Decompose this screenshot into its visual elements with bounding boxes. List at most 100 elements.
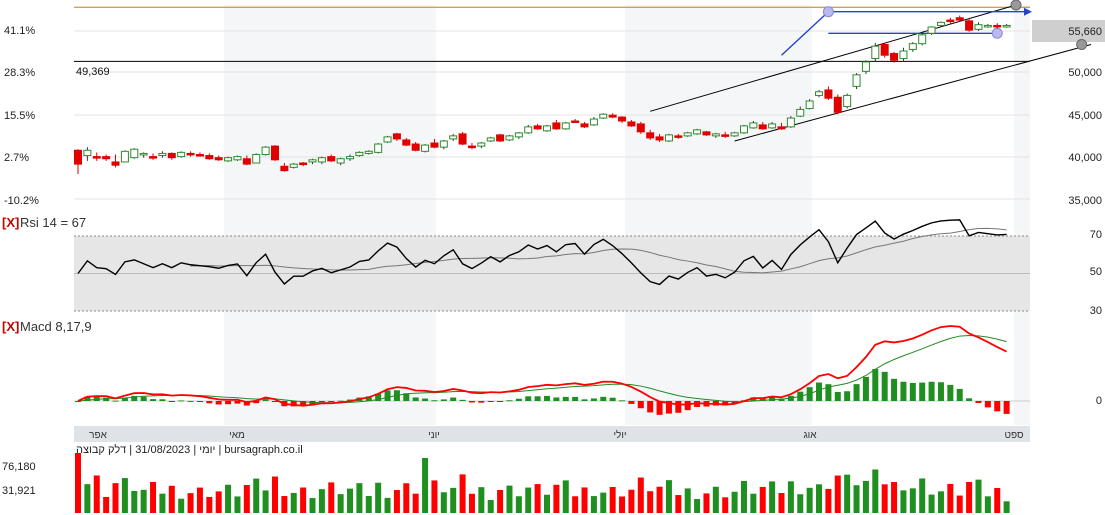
candle-body <box>786 117 795 128</box>
volume-bar <box>112 483 119 513</box>
volume-bar <box>562 480 569 513</box>
candle-body <box>965 20 974 31</box>
volume-bar <box>262 490 269 513</box>
price-label: 55,660 <box>1068 26 1102 38</box>
volume-bar <box>740 480 747 513</box>
macd-histogram-bar <box>722 401 729 406</box>
candle-body <box>524 126 533 134</box>
volume-bar <box>665 480 672 513</box>
rsi-close-button[interactable]: [X] <box>2 215 19 230</box>
volume-bar <box>816 484 823 513</box>
candle-body <box>242 158 251 165</box>
pct-axis: 41.1% 28.3% 15.5% 2.7% -10.2% <box>4 25 39 207</box>
candle-body <box>739 125 748 134</box>
volume-bar <box>731 491 738 513</box>
macd-histogram-bar <box>168 401 175 402</box>
volume-bar <box>778 493 785 513</box>
candle-body <box>111 161 120 166</box>
volume-bar <box>722 497 729 513</box>
volume-bar <box>93 475 100 513</box>
candle-body <box>589 118 598 126</box>
candle-body <box>946 19 955 23</box>
volume-label: 31,921 <box>2 485 36 497</box>
candle-body <box>74 149 82 165</box>
macd-histogram-bar <box>759 398 766 401</box>
candle-body <box>327 156 336 162</box>
volume-bar <box>150 481 157 513</box>
month-label: מאי <box>229 430 245 441</box>
volume-bar <box>797 494 804 513</box>
macd-histogram-bar <box>675 401 682 413</box>
macd-histogram-bar <box>590 398 597 401</box>
price-axis: 55,660 50,000 45,000 40,000 35,000 <box>1032 20 1105 207</box>
macd-histogram-bar <box>684 401 691 411</box>
volume-bar <box>478 487 485 513</box>
macd-histogram-bar <box>900 381 907 401</box>
candle-body <box>693 129 702 135</box>
volume-bar <box>318 489 325 513</box>
month-label: אפר <box>89 430 107 441</box>
candle-body <box>843 94 852 108</box>
candle-body <box>355 151 364 157</box>
candle-body <box>102 156 111 160</box>
macd-histogram-bar <box>300 401 307 406</box>
volume-bar <box>290 493 297 513</box>
macd-histogram-bar <box>834 392 841 401</box>
candle-body <box>571 120 580 123</box>
candle-body <box>871 45 880 60</box>
volume-bar <box>347 488 354 513</box>
macd-histogram-bar <box>853 384 860 401</box>
volume-bar <box>168 485 175 513</box>
macd-histogram-bar <box>290 401 297 407</box>
price-gridlines <box>74 6 1030 200</box>
candle-body <box>467 145 476 149</box>
volume-bar <box>300 487 307 513</box>
candle-body <box>411 143 420 151</box>
macd-histogram-bar <box>975 401 982 403</box>
candle-body <box>815 91 824 96</box>
macd-histogram-bar <box>262 399 269 401</box>
volume-bar <box>787 481 794 513</box>
candle-body <box>252 153 261 164</box>
rsi-line <box>77 219 1007 286</box>
macd-histogram-bar <box>919 382 926 401</box>
candle-body <box>299 162 308 166</box>
volume-bar <box>365 495 372 513</box>
macd-histogram-bar <box>656 401 663 415</box>
volume-bar <box>497 490 504 513</box>
volume-bar <box>759 486 766 513</box>
volume-bar <box>431 480 438 513</box>
volume-bar <box>178 498 185 513</box>
macd-histogram-bar <box>984 401 991 408</box>
macd-histogram-bar <box>909 382 916 401</box>
macd-close-button[interactable]: [X] <box>2 319 19 334</box>
candlestick-series <box>74 15 1011 174</box>
macd-histogram-bar <box>872 369 879 401</box>
macd-histogram-bar <box>206 401 213 404</box>
volume-bar <box>271 476 278 513</box>
rsi-average-line <box>190 227 1007 274</box>
macd-histogram-bar <box>337 400 344 402</box>
volume-bar <box>684 488 691 513</box>
volume-bar <box>403 483 410 513</box>
macd-histogram-bar <box>619 400 626 402</box>
candle-body <box>955 17 964 21</box>
month-band <box>1014 5 1030 425</box>
candle-body <box>608 114 617 118</box>
candle-body <box>552 122 561 130</box>
volume-bar <box>844 474 851 513</box>
macd-histogram-bar <box>422 398 429 401</box>
candle-body <box>177 151 186 158</box>
macd-histogram-bar <box>412 397 419 401</box>
price-label: 35,000 <box>1068 195 1102 207</box>
candle-body <box>543 125 551 132</box>
blue-channel-diagonal <box>781 11 829 56</box>
candle-body <box>477 142 486 147</box>
macd-histogram-bar <box>731 401 738 404</box>
macd-histogram-bar <box>187 400 194 402</box>
volume-bar <box>422 458 429 513</box>
candle-body <box>627 121 636 127</box>
volume-bar <box>675 495 682 513</box>
macd-histogram-bar <box>196 401 203 402</box>
volume-bar <box>862 480 869 513</box>
